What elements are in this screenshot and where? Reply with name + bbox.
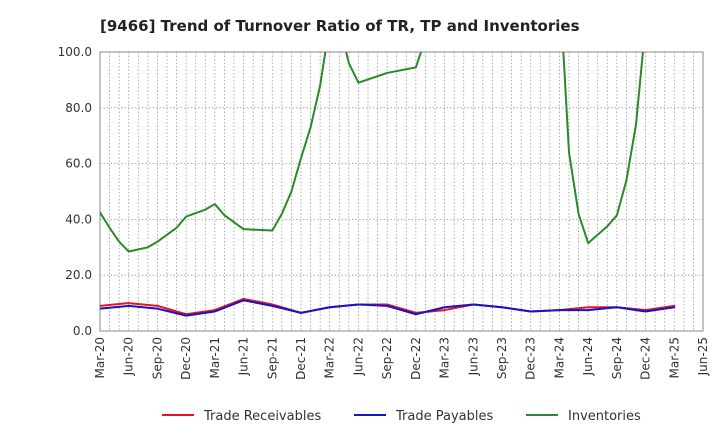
y-tick-label: 40.0: [65, 212, 92, 226]
x-tick-label: Jun-25: [696, 337, 710, 376]
y-tick-label: 0.0: [73, 324, 92, 338]
x-tick-label: Sep-21: [265, 337, 279, 379]
y-tick-label: 100.0: [58, 45, 92, 59]
legend: Trade Receivables Trade Payables Inventori…: [162, 409, 641, 424]
legend-label-inventories: Inventories: [568, 409, 641, 424]
x-tick-label: Sep-20: [150, 337, 164, 379]
x-tick-label: Mar-23: [438, 337, 452, 378]
x-tick-label: Dec-22: [409, 337, 423, 380]
x-tick-label: Sep-23: [495, 337, 509, 379]
y-tick-label: 20.0: [65, 268, 92, 282]
plot-area: 0.0 20.0 40.0 60.0 80.0 100.0 Mar-20 Jun-20 Sep-…: [58, 45, 710, 380]
x-tick-label: Mar-20: [93, 337, 107, 378]
x-tick-label: Jun-23: [466, 337, 480, 376]
series-line-inventories: [100, 52, 644, 253]
x-tick-label: Jun-22: [351, 337, 365, 376]
x-tick-label: Dec-24: [639, 337, 653, 380]
x-tick-label: Jun-24: [581, 337, 595, 376]
x-tick-label: Sep-22: [380, 337, 394, 379]
x-tick-label: Sep-24: [610, 337, 624, 379]
y-tick-label: 60.0: [65, 157, 92, 171]
legend-label-trade-receivables: Trade Receivables: [203, 409, 321, 424]
x-tick-label: Jun-20: [122, 337, 136, 376]
series-line-trade-receivables: [100, 297, 676, 316]
x-tick-label: Mar-22: [323, 337, 337, 378]
x-tick-label: Mar-24: [552, 337, 566, 378]
x-tick-label: Jun-21: [237, 337, 251, 376]
series-line-trade-payables: [100, 299, 676, 317]
x-tick-label: Dec-20: [179, 337, 193, 380]
x-tick-label: Dec-21: [294, 337, 308, 380]
x-tick-label: Mar-25: [667, 337, 681, 378]
series-layer: [100, 52, 676, 317]
y-tick-label: 80.0: [65, 101, 92, 115]
chart-title: [9466] Trend of Turnover Ratio of TR, TP…: [100, 17, 580, 35]
x-tick-label: Dec-23: [524, 337, 538, 380]
x-tick-label: Mar-21: [208, 337, 222, 378]
plot-frame: [99, 51, 704, 332]
legend-label-trade-payables: Trade Payables: [395, 409, 493, 424]
